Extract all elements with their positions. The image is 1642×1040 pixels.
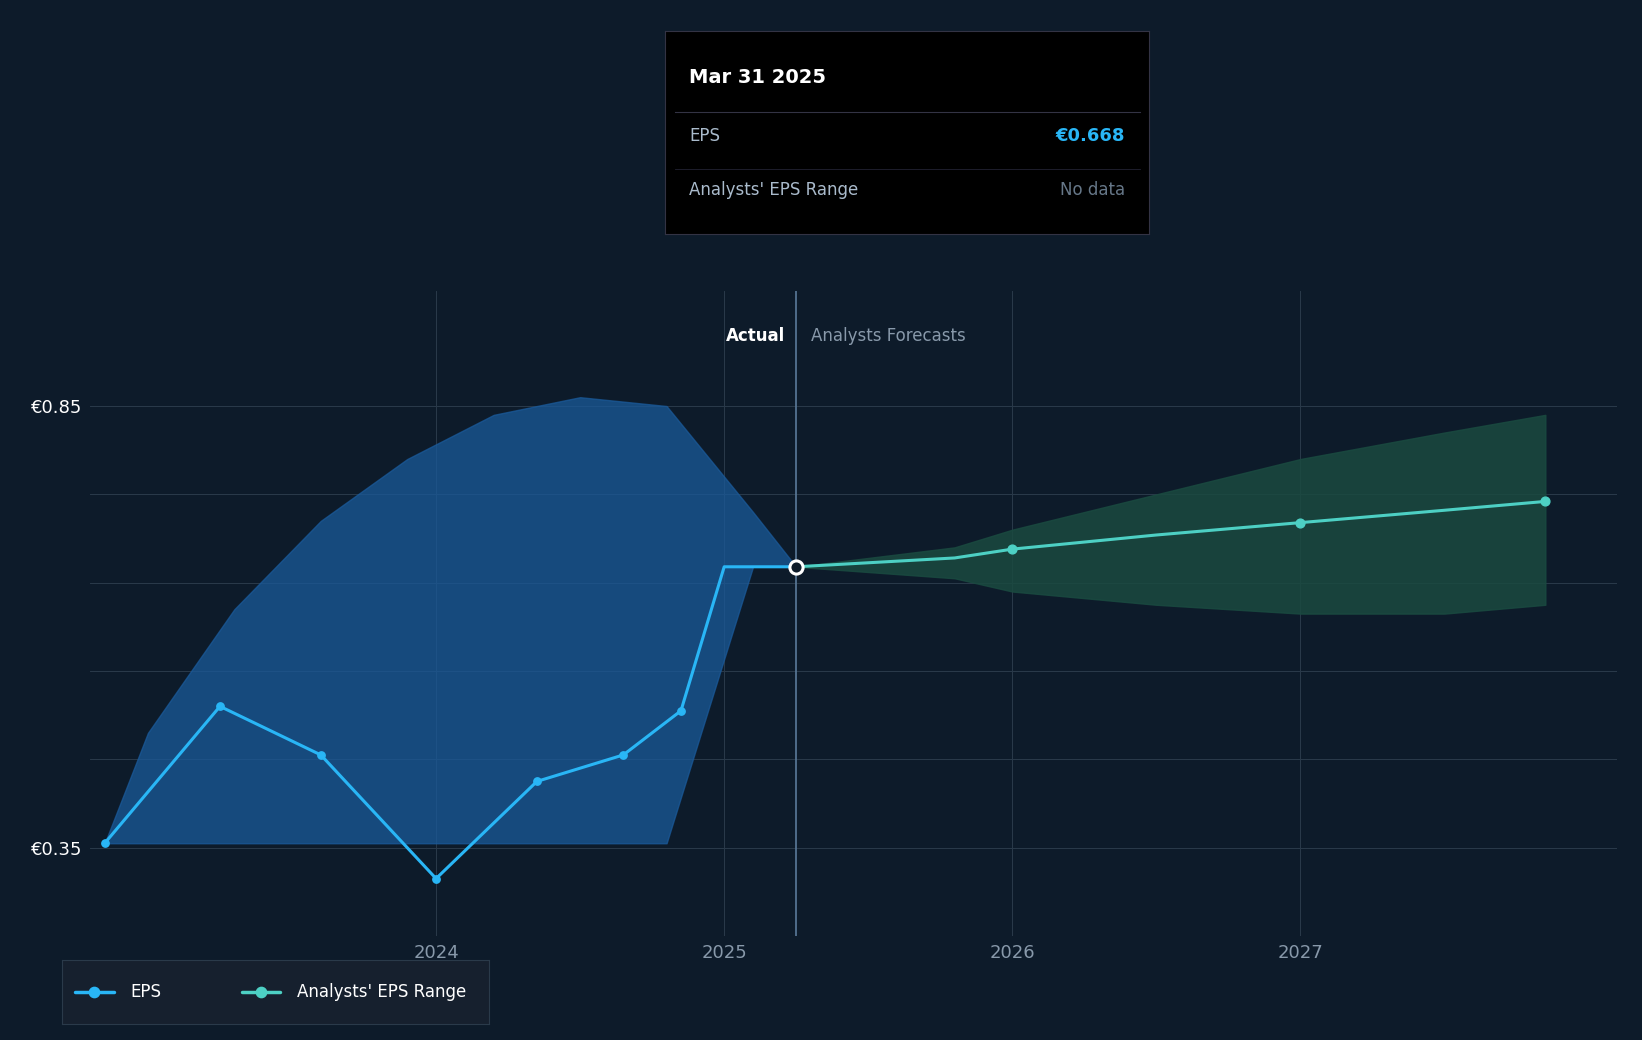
Text: Analysts Forecasts: Analysts Forecasts (811, 327, 965, 344)
Point (307, 747, 333, 763)
Text: €0.668: €0.668 (1056, 127, 1125, 145)
Point (668, 702, 695, 719)
Text: Analysts' EPS Range: Analysts' EPS Range (690, 181, 859, 200)
Point (611, 747, 637, 763)
Point (248, 984, 274, 1000)
Text: Mar 31 2025: Mar 31 2025 (690, 68, 826, 86)
Point (92, 835, 118, 852)
Text: EPS: EPS (690, 127, 721, 145)
Point (82, 984, 108, 1000)
Text: Analysts' EPS Range: Analysts' EPS Range (297, 983, 466, 1002)
Point (1287, 515, 1314, 531)
Point (424, 870, 450, 887)
Text: EPS: EPS (131, 983, 161, 1002)
Point (1000, 541, 1026, 557)
Point (524, 773, 550, 789)
Point (207, 698, 233, 714)
Point (1532, 493, 1558, 510)
Text: No data: No data (1061, 181, 1125, 200)
Text: Actual: Actual (726, 327, 785, 344)
Point (783, 558, 810, 575)
